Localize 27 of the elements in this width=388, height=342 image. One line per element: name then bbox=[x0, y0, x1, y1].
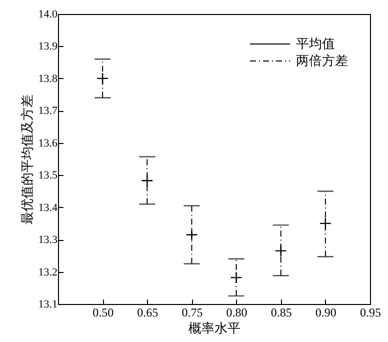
point bbox=[96, 72, 109, 85]
y-tick-label: 13.3 bbox=[38, 234, 58, 246]
y-tick-label: 14.0 bbox=[38, 8, 58, 20]
y-tick-label: 13.9 bbox=[38, 40, 58, 53]
x-tick-label: 0.90 bbox=[315, 306, 336, 320]
y-tick-label: 13.1 bbox=[38, 298, 58, 310]
y-tick-label: 13.4 bbox=[38, 202, 58, 214]
x-axis-title: 概率水平 bbox=[188, 320, 240, 336]
x-tick-label: 0.95 bbox=[360, 306, 381, 320]
x-tick-label: 0.85 bbox=[270, 306, 292, 320]
y-tick-label: 13.6 bbox=[38, 137, 58, 150]
point bbox=[274, 244, 287, 257]
x-tick-label: 0.80 bbox=[226, 306, 248, 320]
y-tick-label: 13.8 bbox=[38, 72, 58, 85]
annotation: 两倍方差 bbox=[296, 53, 348, 68]
point bbox=[186, 228, 198, 241]
y-tick-label: 13.5 bbox=[38, 170, 58, 182]
x-tick-label: 0.50 bbox=[92, 306, 114, 320]
x-tick-label: 0.75 bbox=[182, 306, 203, 320]
x-tick-label: 0.65 bbox=[137, 306, 158, 320]
y-tick-label: 13.2 bbox=[38, 266, 58, 278]
point bbox=[230, 272, 242, 284]
y-axis-title: 最优值的平均值及方差 bbox=[19, 94, 34, 224]
point bbox=[319, 217, 332, 230]
point bbox=[141, 174, 154, 187]
y-tick-label: 13.7 bbox=[38, 105, 58, 118]
legend-label: 平均值 bbox=[296, 36, 335, 51]
